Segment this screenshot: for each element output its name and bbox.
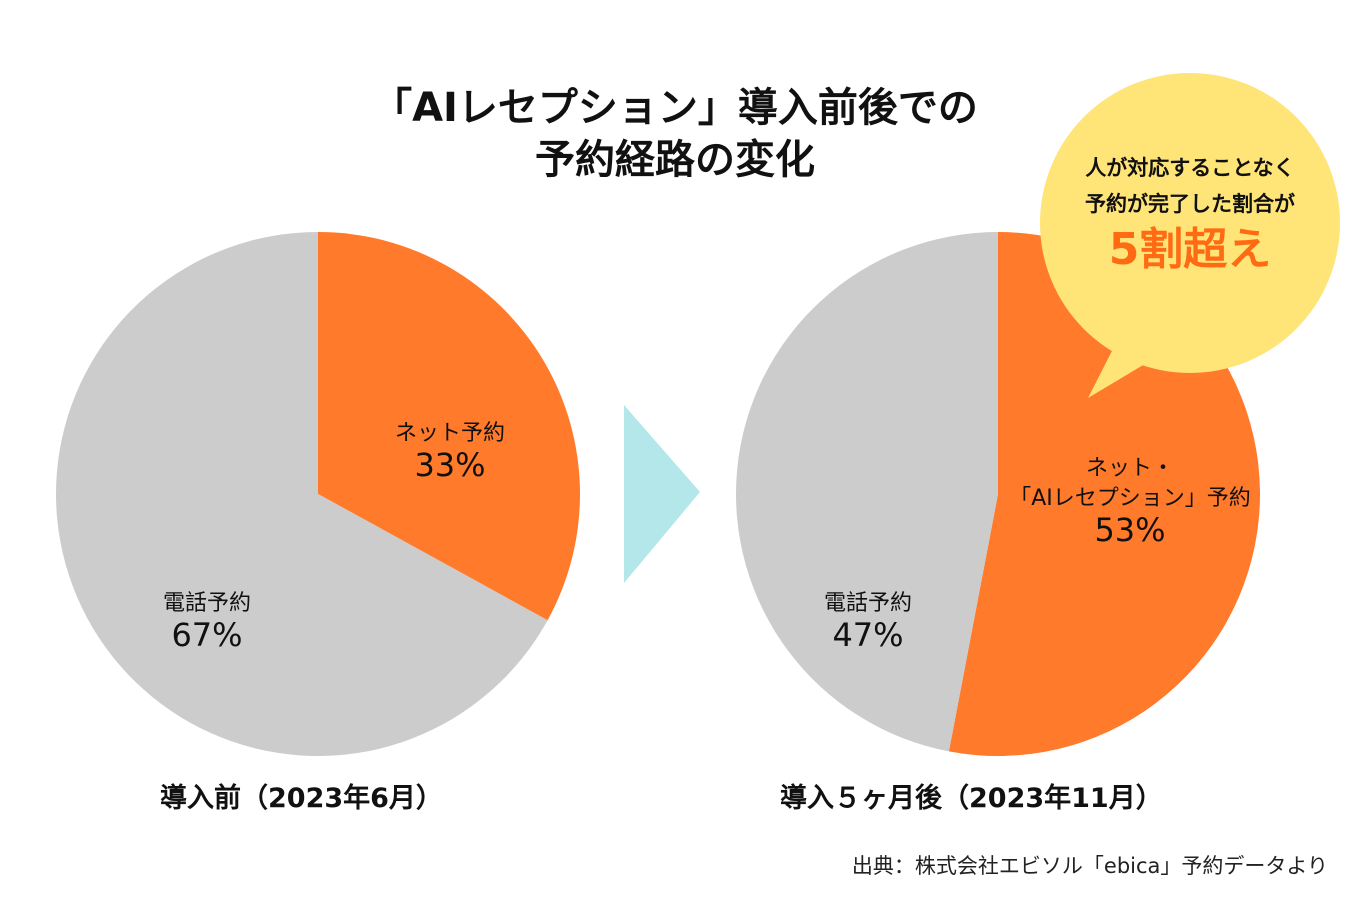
callout-text: 人が対応することなく 予約が完了した割合が 5割超え (1040, 150, 1340, 278)
callout-line2: 予約が完了した割合が (1085, 192, 1295, 216)
arrow-right-icon (624, 405, 700, 583)
pie-slice-label-1-0: ネット・「AIレセプション」予約 (1009, 456, 1251, 511)
speech-bubble-circle (1040, 73, 1340, 373)
speech-bubble (1040, 73, 1340, 398)
pie-slice-label-1-1: 電話予約 (824, 591, 912, 616)
callout-highlight: 5割超え (1108, 224, 1272, 275)
pie-slice-0-0 (318, 232, 581, 621)
chart-title: 「AIレセプション」導入前後での 予約経路の変化 (0, 83, 1350, 187)
caption-before: 導入前（2023年6月） (160, 783, 443, 814)
pie-slice-value-1-1: 47% (832, 616, 903, 654)
callout-line1: 人が対応することなく (1085, 156, 1295, 180)
pie-slice-label-0-1: 電話予約 (163, 591, 251, 616)
caption-after: 導入５ヶ月後（2023年11月） (780, 783, 1163, 814)
pie-slice-value-0-0: 33% (414, 446, 485, 484)
speech-bubble-tail (1088, 345, 1160, 398)
pie-slice-value-1-0: 53% (1094, 511, 1165, 549)
pie-slice-1-1 (736, 232, 998, 752)
chart-title-line1: 「AIレセプション」導入前後での (372, 85, 978, 131)
pie-slice-value-0-1: 67% (171, 616, 242, 654)
chart-title-line2: 予約経路の変化 (535, 137, 815, 183)
pie-slice-0-1 (56, 232, 548, 756)
source-note: 出典：株式会社エビソル「ebica」予約データより (851, 854, 1328, 878)
pie-slice-label-0-0: ネット予約 (395, 421, 505, 446)
